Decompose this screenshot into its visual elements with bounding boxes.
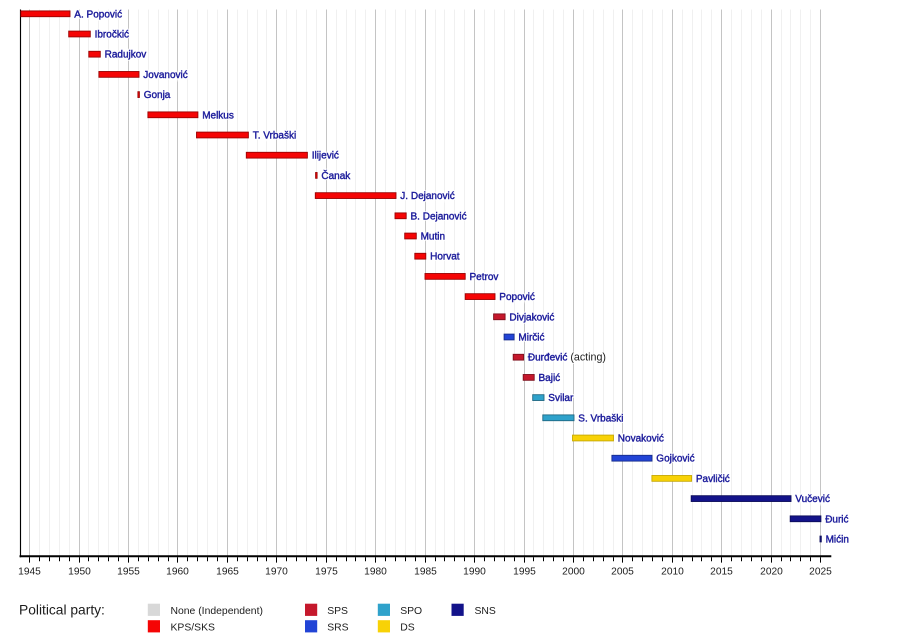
svg-text:Vučević: Vučević — [795, 494, 830, 505]
svg-text:SNS: SNS — [475, 606, 496, 617]
svg-text:1985: 1985 — [414, 567, 437, 578]
svg-text:A. Popović: A. Popović — [74, 9, 122, 20]
svg-text:Ilijević: Ilijević — [312, 151, 339, 162]
svg-text:Ibročkić: Ibročkić — [95, 30, 129, 41]
svg-text:Pavličić: Pavličić — [696, 474, 730, 485]
svg-text:T. Vrbaški: T. Vrbaški — [253, 131, 297, 142]
svg-text:Radujkov: Radujkov — [105, 50, 147, 61]
svg-text:Gonja: Gonja — [144, 90, 171, 101]
svg-text:Bajić: Bajić — [539, 373, 561, 384]
svg-text:Đurić: Đurić — [825, 514, 848, 525]
svg-text:Mićin: Mićin — [826, 535, 849, 546]
svg-text:2015: 2015 — [710, 567, 733, 578]
svg-text:J. Dejanović: J. Dejanović — [400, 191, 454, 202]
svg-text:DS: DS — [400, 623, 415, 634]
svg-text:2020: 2020 — [760, 567, 783, 578]
svg-text:Melkus: Melkus — [202, 110, 234, 121]
svg-text:SPS: SPS — [327, 606, 348, 617]
svg-text:Novaković: Novaković — [618, 434, 664, 445]
svg-text:Đurđević (acting): Đurđević (acting) — [528, 353, 604, 364]
svg-text:S. Vrbaški: S. Vrbaški — [578, 413, 623, 424]
svg-text:Mutin: Mutin — [421, 232, 445, 243]
svg-text:1955: 1955 — [117, 567, 140, 578]
svg-text:Gonja: Gonja — [144, 90, 171, 101]
svg-text:SRS: SRS — [327, 623, 348, 634]
svg-text:Horvat: Horvat — [430, 252, 460, 263]
svg-text:Ilijević: Ilijević — [312, 151, 339, 162]
svg-text:S. Vrbaški: S. Vrbaški — [578, 413, 623, 424]
svg-text:1975: 1975 — [315, 567, 338, 578]
svg-text:Pavličić: Pavličić — [696, 474, 730, 485]
svg-text:Melkus: Melkus — [202, 110, 234, 121]
svg-text:2005: 2005 — [611, 567, 634, 578]
svg-text:2010: 2010 — [661, 567, 684, 578]
svg-text:Čanak: Čanak — [321, 169, 351, 182]
svg-text:1980: 1980 — [364, 567, 387, 578]
svg-text:Mirčić: Mirčić — [518, 333, 544, 344]
svg-text:1990: 1990 — [463, 567, 486, 578]
svg-text:Popović: Popović — [499, 292, 535, 303]
svg-text:1960: 1960 — [166, 567, 189, 578]
svg-text:Gojković: Gojković — [656, 454, 694, 465]
svg-text:Vučević: Vučević — [795, 494, 830, 505]
svg-text:Bajić: Bajić — [539, 373, 561, 384]
svg-text:Đurić: Đurić — [825, 514, 848, 525]
svg-text:Horvat: Horvat — [430, 252, 460, 263]
svg-text:1970: 1970 — [265, 567, 288, 578]
svg-text:Divjaković: Divjaković — [509, 312, 554, 323]
svg-text:Petrov: Petrov — [470, 272, 499, 283]
svg-text:Đurđević (acting): Đurđević (acting) — [528, 352, 606, 364]
svg-text:Jovanović: Jovanović — [143, 70, 187, 81]
svg-text:Radujkov: Radujkov — [105, 50, 147, 61]
svg-text:None (Independent): None (Independent) — [171, 606, 263, 617]
svg-text:Novaković: Novaković — [618, 434, 664, 445]
svg-text:B. Dejanović: B. Dejanović — [411, 211, 467, 222]
svg-text:2025: 2025 — [809, 567, 832, 578]
svg-text:Svilar: Svilar — [548, 393, 574, 404]
svg-text:Political party:: Political party: — [19, 603, 105, 618]
svg-text:KPS/SKS: KPS/SKS — [171, 623, 216, 634]
svg-text:SPO: SPO — [400, 606, 422, 617]
svg-text:J. Dejanović: J. Dejanović — [400, 191, 454, 202]
svg-text:Gojković: Gojković — [656, 454, 694, 465]
svg-text:A. Popović: A. Popović — [74, 9, 122, 20]
svg-text:B. Dejanović: B. Dejanović — [411, 211, 467, 222]
svg-text:Popović: Popović — [499, 292, 535, 303]
svg-text:1995: 1995 — [513, 567, 536, 578]
svg-text:Divjaković: Divjaković — [509, 312, 554, 323]
svg-text:Mirčić: Mirčić — [518, 333, 544, 344]
svg-text:Čanak: Čanak — [321, 169, 351, 182]
svg-text:T. Vrbaški: T. Vrbaški — [253, 131, 297, 142]
svg-text:Ibročkić: Ibročkić — [95, 30, 129, 41]
svg-text:Petrov: Petrov — [470, 272, 499, 283]
svg-text:2000: 2000 — [562, 567, 585, 578]
svg-text:1965: 1965 — [216, 567, 239, 578]
svg-text:Mićin: Mićin — [826, 535, 849, 546]
svg-text:1945: 1945 — [18, 567, 41, 578]
svg-text:Svilar: Svilar — [548, 393, 574, 404]
svg-text:Mutin: Mutin — [421, 232, 445, 243]
svg-text:1950: 1950 — [68, 567, 91, 578]
svg-text:Jovanović: Jovanović — [143, 70, 187, 81]
